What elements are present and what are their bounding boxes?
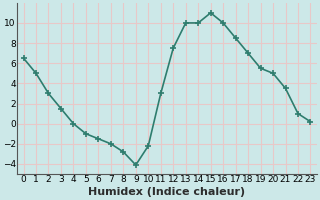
X-axis label: Humidex (Indice chaleur): Humidex (Indice chaleur) [88, 187, 245, 197]
